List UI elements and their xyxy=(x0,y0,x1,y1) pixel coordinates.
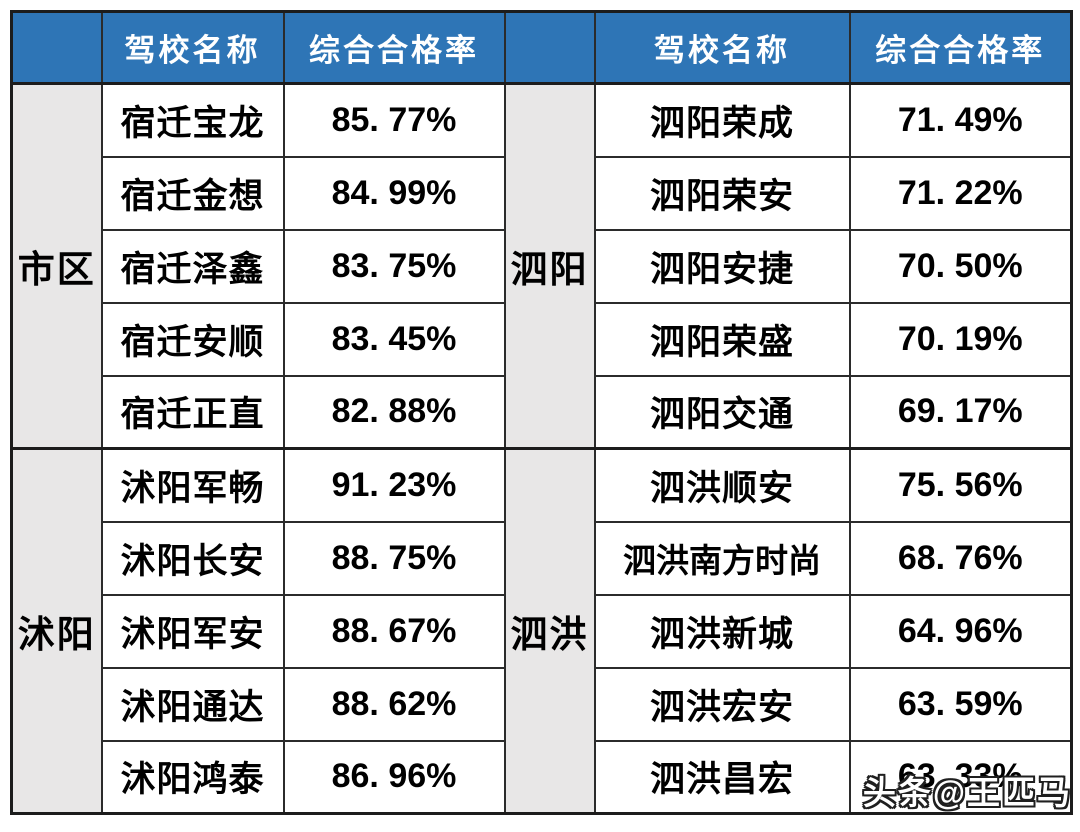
table-row: 市区 宿迁宝龙 85. 77% 泗阳 泗阳荣成 71. 49% xyxy=(10,82,1073,450)
rate-cell: 84. 99% xyxy=(282,155,506,231)
rate-cell: 75. 56% xyxy=(848,447,1073,523)
rate-cell: 63. 59% xyxy=(848,666,1073,742)
school-name-cell: 沭阳通达 xyxy=(100,666,285,742)
header-blank-right xyxy=(503,10,596,85)
school-name-cell: 宿迁正直 xyxy=(100,374,285,450)
rate-cell: 88. 75% xyxy=(282,520,506,596)
region-cell-siyang: 泗阳 xyxy=(503,82,596,450)
table-row: 沭阳军安 88. 67% 泗洪新城 64. 96% xyxy=(12,593,1073,669)
table-row: 宿迁泽鑫 83. 75% 泗阳安捷 70. 50% xyxy=(12,228,1073,304)
header-blank-left xyxy=(10,10,103,85)
rate-cell: 82. 88% xyxy=(282,374,506,450)
table-row: 沭阳鸿泰 86. 96% 泗洪昌宏 63. 33% xyxy=(12,739,1073,815)
school-name-cell: 宿迁宝龙 xyxy=(100,82,285,158)
table-row: 宿迁正直 82. 88% 泗阳交通 69. 17% xyxy=(12,374,1073,450)
school-name-cell: 宿迁泽鑫 xyxy=(100,228,285,304)
school-name-cell: 泗洪昌宏 xyxy=(593,739,851,815)
toutiao-watermark: 头条@王匹马 xyxy=(862,774,1072,811)
school-name-cell: 泗阳安捷 xyxy=(593,228,851,304)
rate-cell: 70. 19% xyxy=(848,301,1073,377)
rate-cell: 88. 62% xyxy=(282,666,506,742)
rate-cell: 70. 50% xyxy=(848,228,1073,304)
header-school-name-right: 驾校名称 xyxy=(593,10,851,85)
region-cell-sihong: 泗洪 xyxy=(503,447,596,815)
school-name-cell: 沭阳军安 xyxy=(100,593,285,669)
school-name-cell: 泗阳交通 xyxy=(593,374,851,450)
school-name-cell: 泗阳荣盛 xyxy=(593,301,851,377)
header-pass-rate-left: 综合合格率 xyxy=(282,10,506,85)
rate-cell: 71. 22% xyxy=(848,155,1073,231)
rate-cell: 64. 96% xyxy=(848,593,1073,669)
table-row: 宿迁安顺 83. 45% 泗阳荣盛 70. 19% xyxy=(12,301,1073,377)
table-row: 宿迁金想 84. 99% 泗阳荣安 71. 22% xyxy=(12,155,1073,231)
school-name-cell: 泗阳荣安 xyxy=(593,155,851,231)
table-row: 沭阳长安 88. 75% 泗洪南方时尚 68. 76% xyxy=(12,520,1073,596)
school-name-cell: 沭阳长安 xyxy=(100,520,285,596)
table-row: 沭阳通达 88. 62% 泗洪宏安 63. 59% xyxy=(12,666,1073,742)
school-name-cell: 泗洪顺安 xyxy=(593,447,851,523)
region-cell-shuyang: 沭阳 xyxy=(10,447,103,815)
pass-rate-table: 驾校名称 综合合格率 驾校名称 综合合格率 市区 宿迁宝龙 85. 77% 泗阳… xyxy=(10,10,1073,815)
rate-cell: 71. 49% xyxy=(848,82,1073,158)
table-row: 沭阳 沭阳军畅 91. 23% 泗洪 泗洪顺安 75. 56% xyxy=(10,447,1073,815)
school-name-cell: 泗阳荣成 xyxy=(593,82,851,158)
school-name-cell: 泗洪宏安 xyxy=(593,666,851,742)
rate-cell: 69. 17% xyxy=(848,374,1073,450)
rate-cell: 85. 77% xyxy=(282,82,506,158)
rate-cell: 83. 45% xyxy=(282,301,506,377)
rate-cell: 83. 75% xyxy=(282,228,506,304)
school-name-cell: 泗洪南方时尚 xyxy=(593,520,851,596)
header-school-name-left: 驾校名称 xyxy=(100,10,285,85)
rate-cell: 91. 23% xyxy=(282,447,506,523)
school-name-cell: 宿迁金想 xyxy=(100,155,285,231)
school-name-cell: 宿迁安顺 xyxy=(100,301,285,377)
region-cell-shiqu: 市区 xyxy=(10,82,103,450)
header-row: 驾校名称 综合合格率 驾校名称 综合合格率 xyxy=(10,10,1073,85)
school-name-cell: 沭阳鸿泰 xyxy=(100,739,285,815)
header-pass-rate-right: 综合合格率 xyxy=(848,10,1073,85)
rate-cell: 86. 96% xyxy=(282,739,506,815)
rate-cell: 63. 33% xyxy=(848,739,1073,815)
rate-cell: 88. 67% xyxy=(282,593,506,669)
rate-cell: 68. 76% xyxy=(848,520,1073,596)
school-name-cell: 泗洪新城 xyxy=(593,593,851,669)
school-name-cell: 沭阳军畅 xyxy=(100,447,285,523)
